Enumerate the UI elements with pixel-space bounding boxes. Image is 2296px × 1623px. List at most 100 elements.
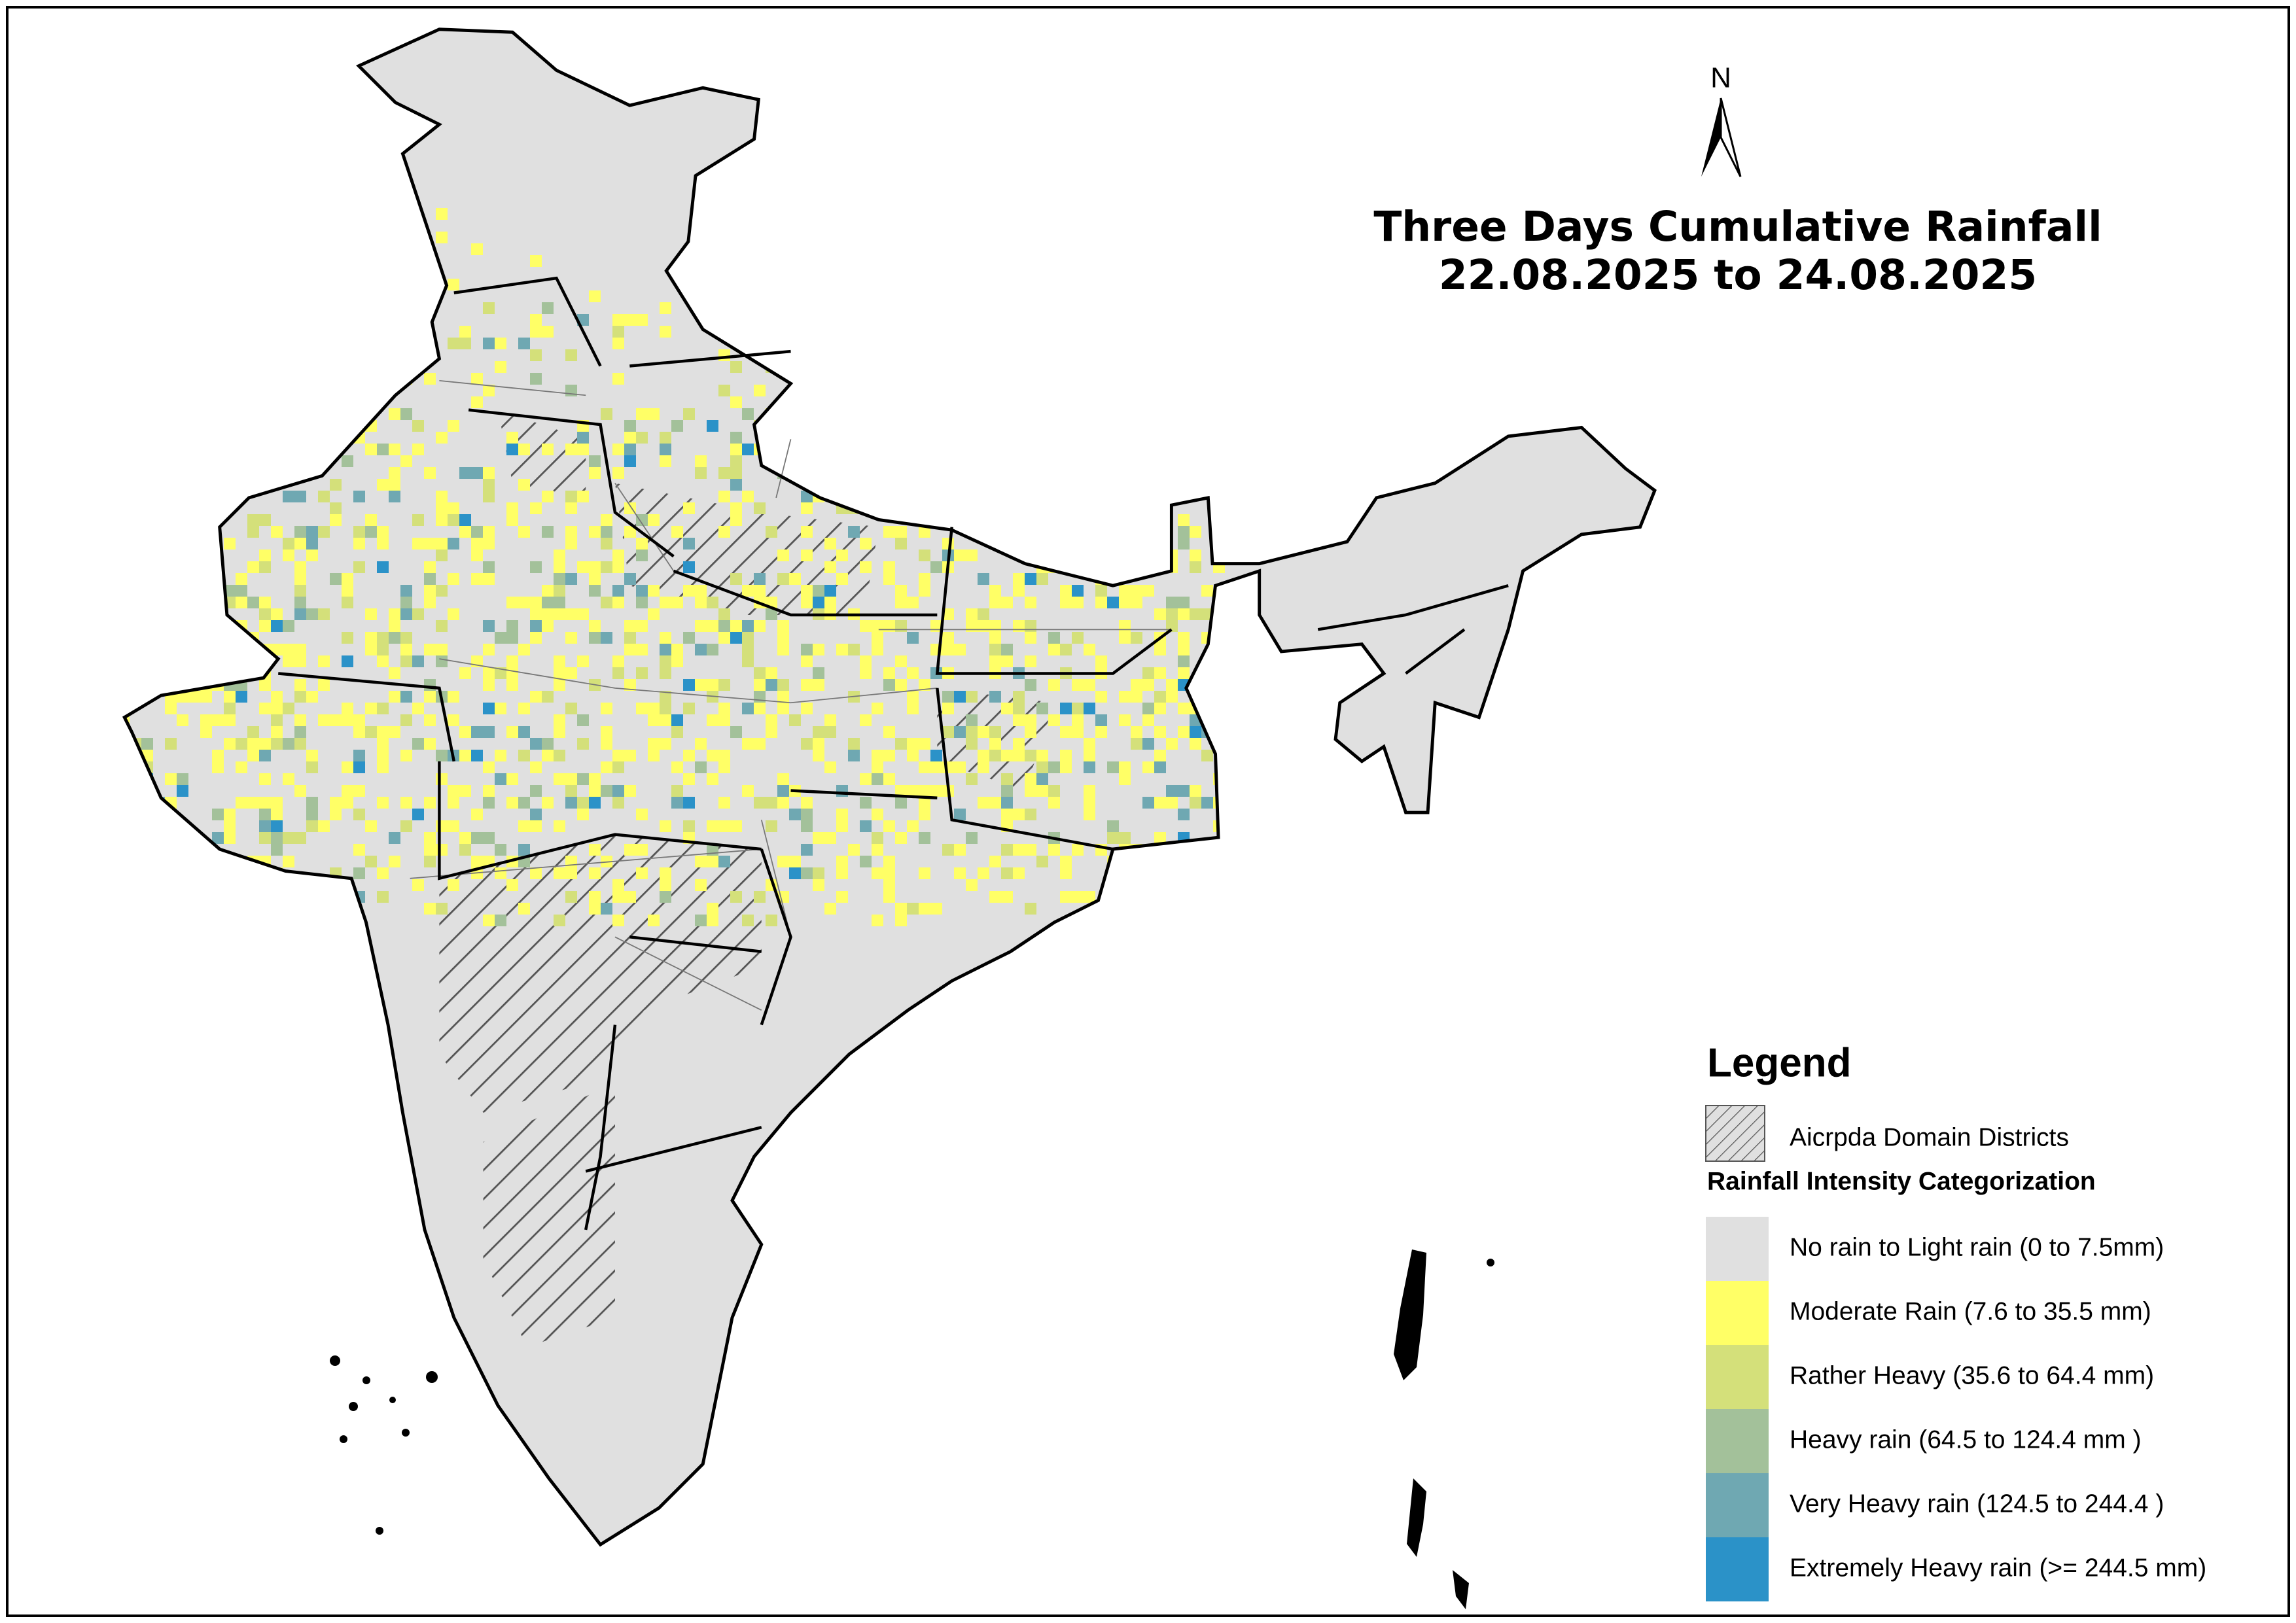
rain-cell [707, 714, 718, 726]
rain-cell [342, 703, 353, 714]
rain-cell [824, 597, 836, 608]
rain-cell [483, 620, 495, 632]
rain-cell [966, 726, 978, 738]
rain-cell [448, 691, 459, 703]
rain-cell [294, 526, 306, 538]
rain-cell [1001, 703, 1013, 714]
rain-cell [1013, 691, 1025, 703]
rain-cell [565, 526, 577, 538]
rain-cell [1154, 703, 1166, 714]
rain-cell [448, 514, 459, 526]
rain-cell [612, 667, 624, 679]
rain-cell [742, 785, 754, 797]
rain-cell [801, 679, 813, 691]
rain-cell [1201, 585, 1213, 597]
rain-cell [294, 538, 306, 550]
rain-cell [648, 750, 660, 761]
rain-cell [671, 597, 683, 608]
rain-cell [424, 538, 436, 550]
rain-cell [989, 585, 1001, 597]
rain-cell [1001, 867, 1013, 879]
rain-cell [459, 326, 471, 338]
rain-cell [483, 832, 495, 844]
rain-cell [671, 714, 683, 726]
rain-cell [577, 738, 589, 750]
rain-cell [777, 797, 789, 809]
rain-cell [389, 832, 400, 844]
rain-cell [1025, 679, 1036, 691]
rain-cell [718, 797, 730, 809]
rain-cell [660, 655, 671, 667]
rain-cell [883, 667, 895, 679]
rain-cell [718, 620, 730, 632]
rain-cell [624, 573, 636, 585]
rain-cell [294, 573, 306, 585]
rain-cell [1013, 750, 1025, 761]
rain-cell [294, 726, 306, 738]
legend-label: Rather Heavy (35.6 to 64.4 mm) [1790, 1361, 2154, 1389]
rain-cell [1095, 691, 1107, 703]
rain-cell [1025, 903, 1036, 915]
rain-cell [565, 703, 577, 714]
rain-cell [436, 491, 448, 502]
rain-cell [412, 608, 424, 620]
north-arrow: N [1701, 62, 1742, 177]
rain-cell [554, 867, 565, 879]
rain-cell [483, 573, 495, 585]
rain-cell [1095, 655, 1107, 667]
rain-cell [459, 667, 471, 679]
rain-cell [365, 608, 377, 620]
rain-cell [436, 773, 448, 785]
rain-cell [1154, 726, 1166, 738]
rain-cell [1025, 809, 1036, 820]
hatch-swatch [1705, 1105, 1765, 1162]
rain-cell [836, 573, 848, 585]
rain-cell [506, 444, 518, 455]
rain-cell [577, 773, 589, 785]
rain-cell [530, 561, 542, 573]
rain-cell [259, 550, 271, 561]
rain-cell [236, 738, 247, 750]
rain-cell [589, 785, 601, 797]
rain-cell [813, 644, 824, 655]
rain-cell [342, 455, 353, 467]
rain-cell [707, 597, 718, 608]
rain-cell [412, 514, 424, 526]
rain-cell [294, 491, 306, 502]
rain-cell [777, 785, 789, 797]
rain-cell [177, 785, 188, 797]
rain-cell [271, 714, 283, 726]
rain-cell [966, 738, 978, 750]
rain-cell [612, 561, 624, 573]
rain-cell [612, 750, 624, 761]
rain-cell [1166, 738, 1178, 750]
rain-cell [601, 738, 612, 750]
rain-cell [1131, 632, 1142, 644]
rain-cell [283, 655, 294, 667]
rain-cell [1178, 514, 1190, 526]
rain-cell [1142, 679, 1154, 691]
rain-cell [671, 644, 683, 655]
rain-cell [236, 691, 247, 703]
rain-cell [1048, 797, 1060, 809]
rain-cell [730, 432, 742, 444]
rain-cell [1072, 679, 1084, 691]
rain-cell [283, 491, 294, 502]
rain-cell [483, 302, 495, 314]
rain-cell [448, 879, 459, 891]
rain-cell [718, 632, 730, 644]
rain-cell [872, 915, 883, 926]
rain-cell [978, 608, 989, 620]
rain-cell [518, 597, 530, 608]
rain-cell [907, 820, 919, 832]
rain-cell [789, 809, 801, 820]
rain-cell [1025, 785, 1036, 797]
rain-cell [1036, 750, 1048, 761]
rain-cell [624, 750, 636, 761]
rain-cell [389, 491, 400, 502]
rain-cell [813, 867, 824, 879]
rain-cell [895, 655, 907, 667]
rain-cell [930, 561, 942, 573]
rain-cell [342, 797, 353, 809]
rain-cell [695, 879, 707, 891]
